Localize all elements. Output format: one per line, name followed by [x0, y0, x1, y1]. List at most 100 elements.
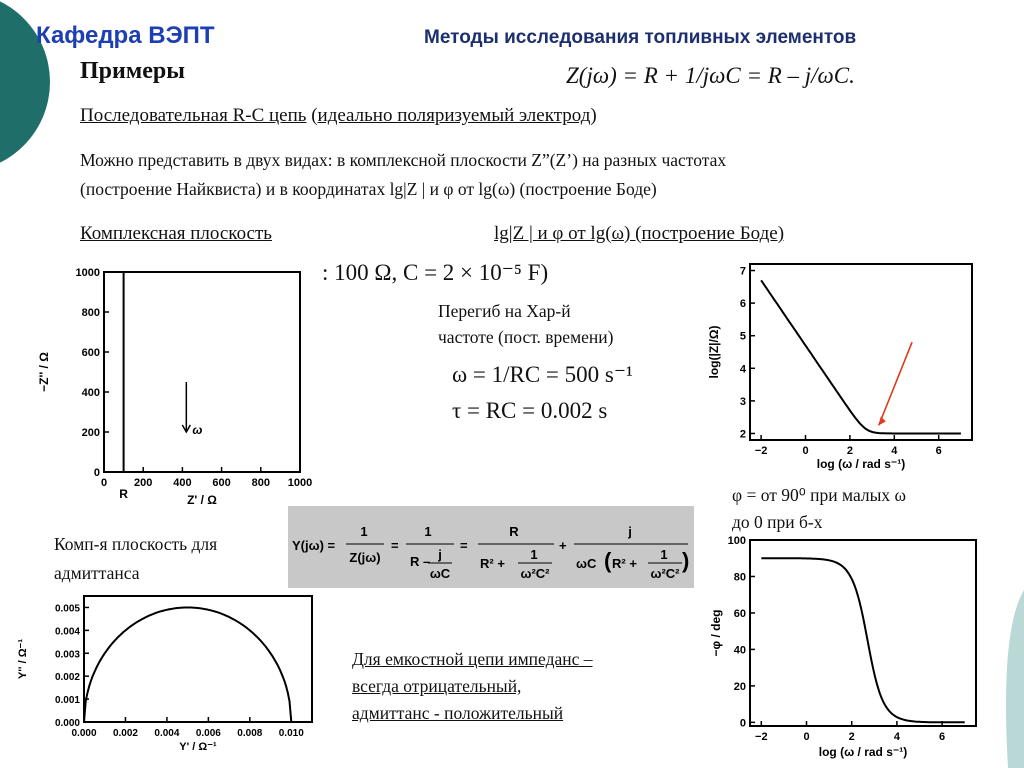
header-subtitle: Методы исследования топливных элементов: [424, 27, 857, 48]
phase-note-line-2: до 0 при б-х: [732, 512, 823, 532]
x-axis-label: log (ω / rad s⁻¹): [817, 457, 905, 471]
phase-note-line-1: φ = от 90⁰ при малых ω: [732, 485, 907, 505]
x-tick-label: 0.010: [279, 728, 304, 739]
eq-1: =: [391, 538, 399, 553]
x-tick-label: 6: [939, 731, 945, 743]
x-axis-label: Z' / Ω: [187, 493, 217, 507]
x-tick-label: 400: [173, 477, 191, 489]
header-title: Кафедра ВЭПТ: [36, 22, 215, 49]
y-tick-label: 20: [734, 681, 746, 693]
sign-note-line-2: всегда отрицательный,: [352, 676, 522, 696]
y-tick-label: 0.002: [55, 672, 80, 683]
x-tick-label: 0: [803, 731, 809, 743]
admittance-chart: 0.000 0.002 0.004 0.006 0.008 0.010 0.000 0.001…: [17, 595, 313, 753]
main-formula: Z(jω) = R + 1/jωC = R – j/ωC.: [566, 63, 855, 88]
plot-frame: [749, 263, 973, 441]
formula-lhs: Y(jω) =: [292, 538, 336, 553]
heading-part-c: идеально поляризуемый электрод: [317, 105, 591, 126]
y-tick-label: 0.001: [55, 695, 80, 706]
f3-num: R: [509, 524, 519, 539]
x-tick-label: 2: [849, 731, 855, 743]
f4-den-a: ωC: [576, 556, 597, 571]
description-line-2: (построение Найквиста) и в координатах l…: [80, 179, 657, 199]
omega-arrow-head: [181, 424, 191, 434]
y-tick-label: 80: [734, 571, 746, 583]
y-tick-label: 0: [740, 717, 746, 729]
f4-paren-open: (: [604, 548, 612, 573]
y-tick-label: 400: [82, 387, 100, 399]
sign-note-line-1: Для емкостной цепи импеданс –: [352, 649, 593, 669]
inflection-note: Перегиб на Хар-й частоте (пост. времени): [438, 298, 613, 350]
phase-note: φ = от 90⁰ при малых ω до 0 при б-х: [732, 482, 906, 536]
f4-den-w: ω²C²: [650, 566, 680, 581]
plot-frame: [83, 595, 313, 723]
x-tick-label: 0.008: [237, 728, 262, 739]
decor-corner-shape: [1006, 590, 1024, 768]
y-tick-label: 2: [740, 428, 746, 440]
f1-num: 1: [360, 524, 367, 539]
description-line-1: Можно представить в двух видах: в компле…: [80, 150, 727, 170]
arrow-head: [878, 416, 886, 426]
data-series-line: [761, 557, 965, 724]
f2-den-j: j: [437, 547, 442, 562]
y-tick-label: 200: [82, 427, 100, 439]
x-tick-label: 0: [101, 477, 107, 489]
heading-paren-open: (: [306, 105, 318, 126]
x-tick-label: 4: [891, 445, 898, 457]
y-tick-label: 40: [734, 644, 746, 656]
y-tick-label: 600: [82, 347, 100, 359]
y-tick-label: 0.005: [55, 603, 80, 614]
plot-frame: [749, 539, 977, 727]
series-rc-heading: Последовательная R-C цепь (идеально поля…: [80, 105, 597, 127]
y-tick-label: 0.003: [55, 649, 80, 660]
label-bode: lg|Z | и φ от lg(ω) (построение Боде): [494, 223, 785, 244]
y-tick-label: 5: [740, 331, 746, 343]
x-tick-label: 6: [936, 445, 942, 457]
data-series-line: [83, 606, 293, 723]
f3-den-a: R² +: [480, 556, 505, 571]
annotation-omega: ω: [192, 423, 202, 437]
y-tick-label: 0.000: [55, 718, 80, 729]
bode-magnitude-chart: −2 0 2 4 6 2 3 4 5 6 7 log (ω / rad s⁻¹) log(|Z|/Ω): [707, 263, 973, 471]
eq-2: =: [460, 538, 468, 553]
rc-values: : 100 Ω, C = 2 × 10⁻⁵ F): [322, 260, 549, 285]
admittance-label-line-1: Комп-я плоскость для: [54, 534, 218, 554]
x-tick-label: −2: [755, 731, 768, 743]
sign-note: Для емкостной цепи импеданс – всегда отр…: [352, 646, 593, 727]
y-tick-label: 7: [740, 266, 746, 278]
x-tick-label: 0.006: [196, 728, 221, 739]
y-axis-label: −φ / deg: [709, 610, 723, 657]
x-tick-label: 0.002: [113, 728, 138, 739]
inflection-note-line-2: частоте (пост. времени): [438, 327, 614, 347]
description: Можно представить в двух видах: в компле…: [80, 146, 980, 204]
inflection-note-line-1: Перегиб на Хар-й: [438, 301, 571, 321]
plot-frame: [103, 271, 301, 473]
f4-den-1: 1: [660, 547, 667, 562]
x-axis-label: log (ω / rad s⁻¹): [819, 745, 907, 759]
y-axis-label: Y'' / Ω⁻¹: [17, 639, 29, 679]
y-tick-label: 60: [734, 608, 746, 620]
f2-den-a: R –: [410, 554, 430, 569]
y-tick-label: 0: [94, 467, 100, 479]
x-tick-label: 800: [252, 477, 270, 489]
y-tick-label: 4: [740, 363, 747, 375]
admittance-formula-box: Y(jω) = 1 Z(jω) = 1 R – j ωC = R R² + 1 …: [288, 506, 694, 588]
admittance-label: Комп-я плоскость для адмиттанса: [54, 530, 217, 588]
y-tick-label: 6: [740, 298, 746, 310]
f4-den-b: R² +: [612, 556, 637, 571]
omega-equation: ω = 1/RC = 500 s⁻¹: [452, 362, 633, 387]
y-tick-label: 800: [82, 307, 100, 319]
tau-equation: τ = RC = 0.002 s: [452, 398, 608, 423]
f1-den: Z(jω): [349, 550, 380, 565]
y-tick-label: 1000: [76, 267, 100, 279]
heading-part-a: Последовательная R-C цепь: [80, 105, 307, 126]
x-tick-label: 0.004: [154, 728, 179, 739]
x-tick-label: 1000: [288, 477, 312, 489]
f2-num: 1: [424, 524, 431, 539]
decor-teal-circle: [0, 1, 50, 163]
x-axis-label: Y' / Ω⁻¹: [179, 741, 217, 753]
f2-den-wc: ωC: [430, 566, 451, 581]
x-tick-label: 4: [894, 731, 901, 743]
f3-den-w: ω²C²: [520, 566, 550, 581]
